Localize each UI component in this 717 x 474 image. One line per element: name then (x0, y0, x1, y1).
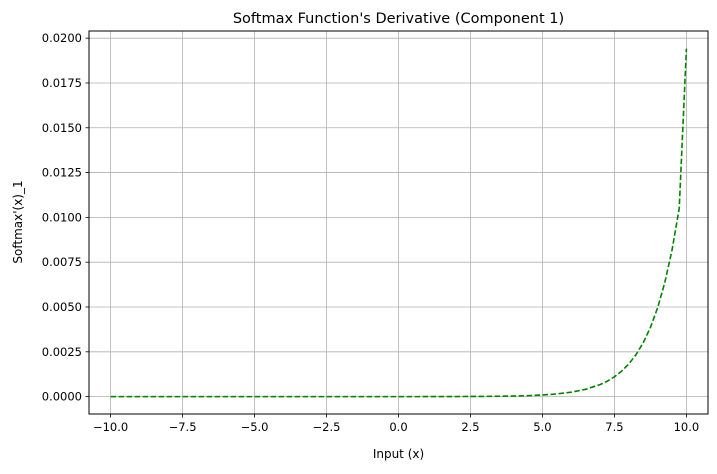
x-tick-label: 10.0 (674, 420, 700, 434)
x-tick-label: 7.5 (605, 420, 623, 434)
y-tick-label: 0.0125 (42, 166, 82, 180)
x-tick-label: 5.0 (533, 420, 551, 434)
y-tick-label: 0.0100 (42, 210, 82, 224)
y-tick-label: 0.0150 (42, 121, 82, 135)
y-tick-label: 0.0050 (42, 300, 82, 314)
x-tick-label: 0.0 (389, 420, 407, 434)
grid-layer (89, 31, 708, 414)
x-tick-label: 2.5 (461, 420, 479, 434)
x-tick-layer: −10.0 −7.5 −5.0 −2.5 0.0 2.5 5.0 7.5 10.0 (93, 414, 699, 434)
y-tick-label: 0.0200 (42, 31, 82, 45)
y-tick-layer: 0.0000 0.0025 0.0050 0.0075 0.0100 0.0125 0.01… (42, 31, 89, 404)
x-axis-label: Input (x) (373, 447, 424, 461)
x-tick-label: −10.0 (93, 420, 128, 434)
series-layer (110, 48, 688, 398)
x-tick-label: −2.5 (313, 420, 341, 434)
series-line (110, 48, 688, 398)
x-tick-label: −7.5 (169, 420, 197, 434)
x-tick-label: −5.0 (241, 420, 269, 434)
y-tick-label: 0.0175 (42, 76, 82, 90)
y-axis-label: Softmax'(x)_1 (11, 180, 25, 263)
y-tick-label: 0.0075 (42, 255, 82, 269)
y-tick-label: 0.0000 (42, 390, 82, 404)
chart-title: Softmax Function's Derivative (Component… (233, 11, 564, 27)
y-tick-label: 0.0025 (42, 345, 82, 359)
